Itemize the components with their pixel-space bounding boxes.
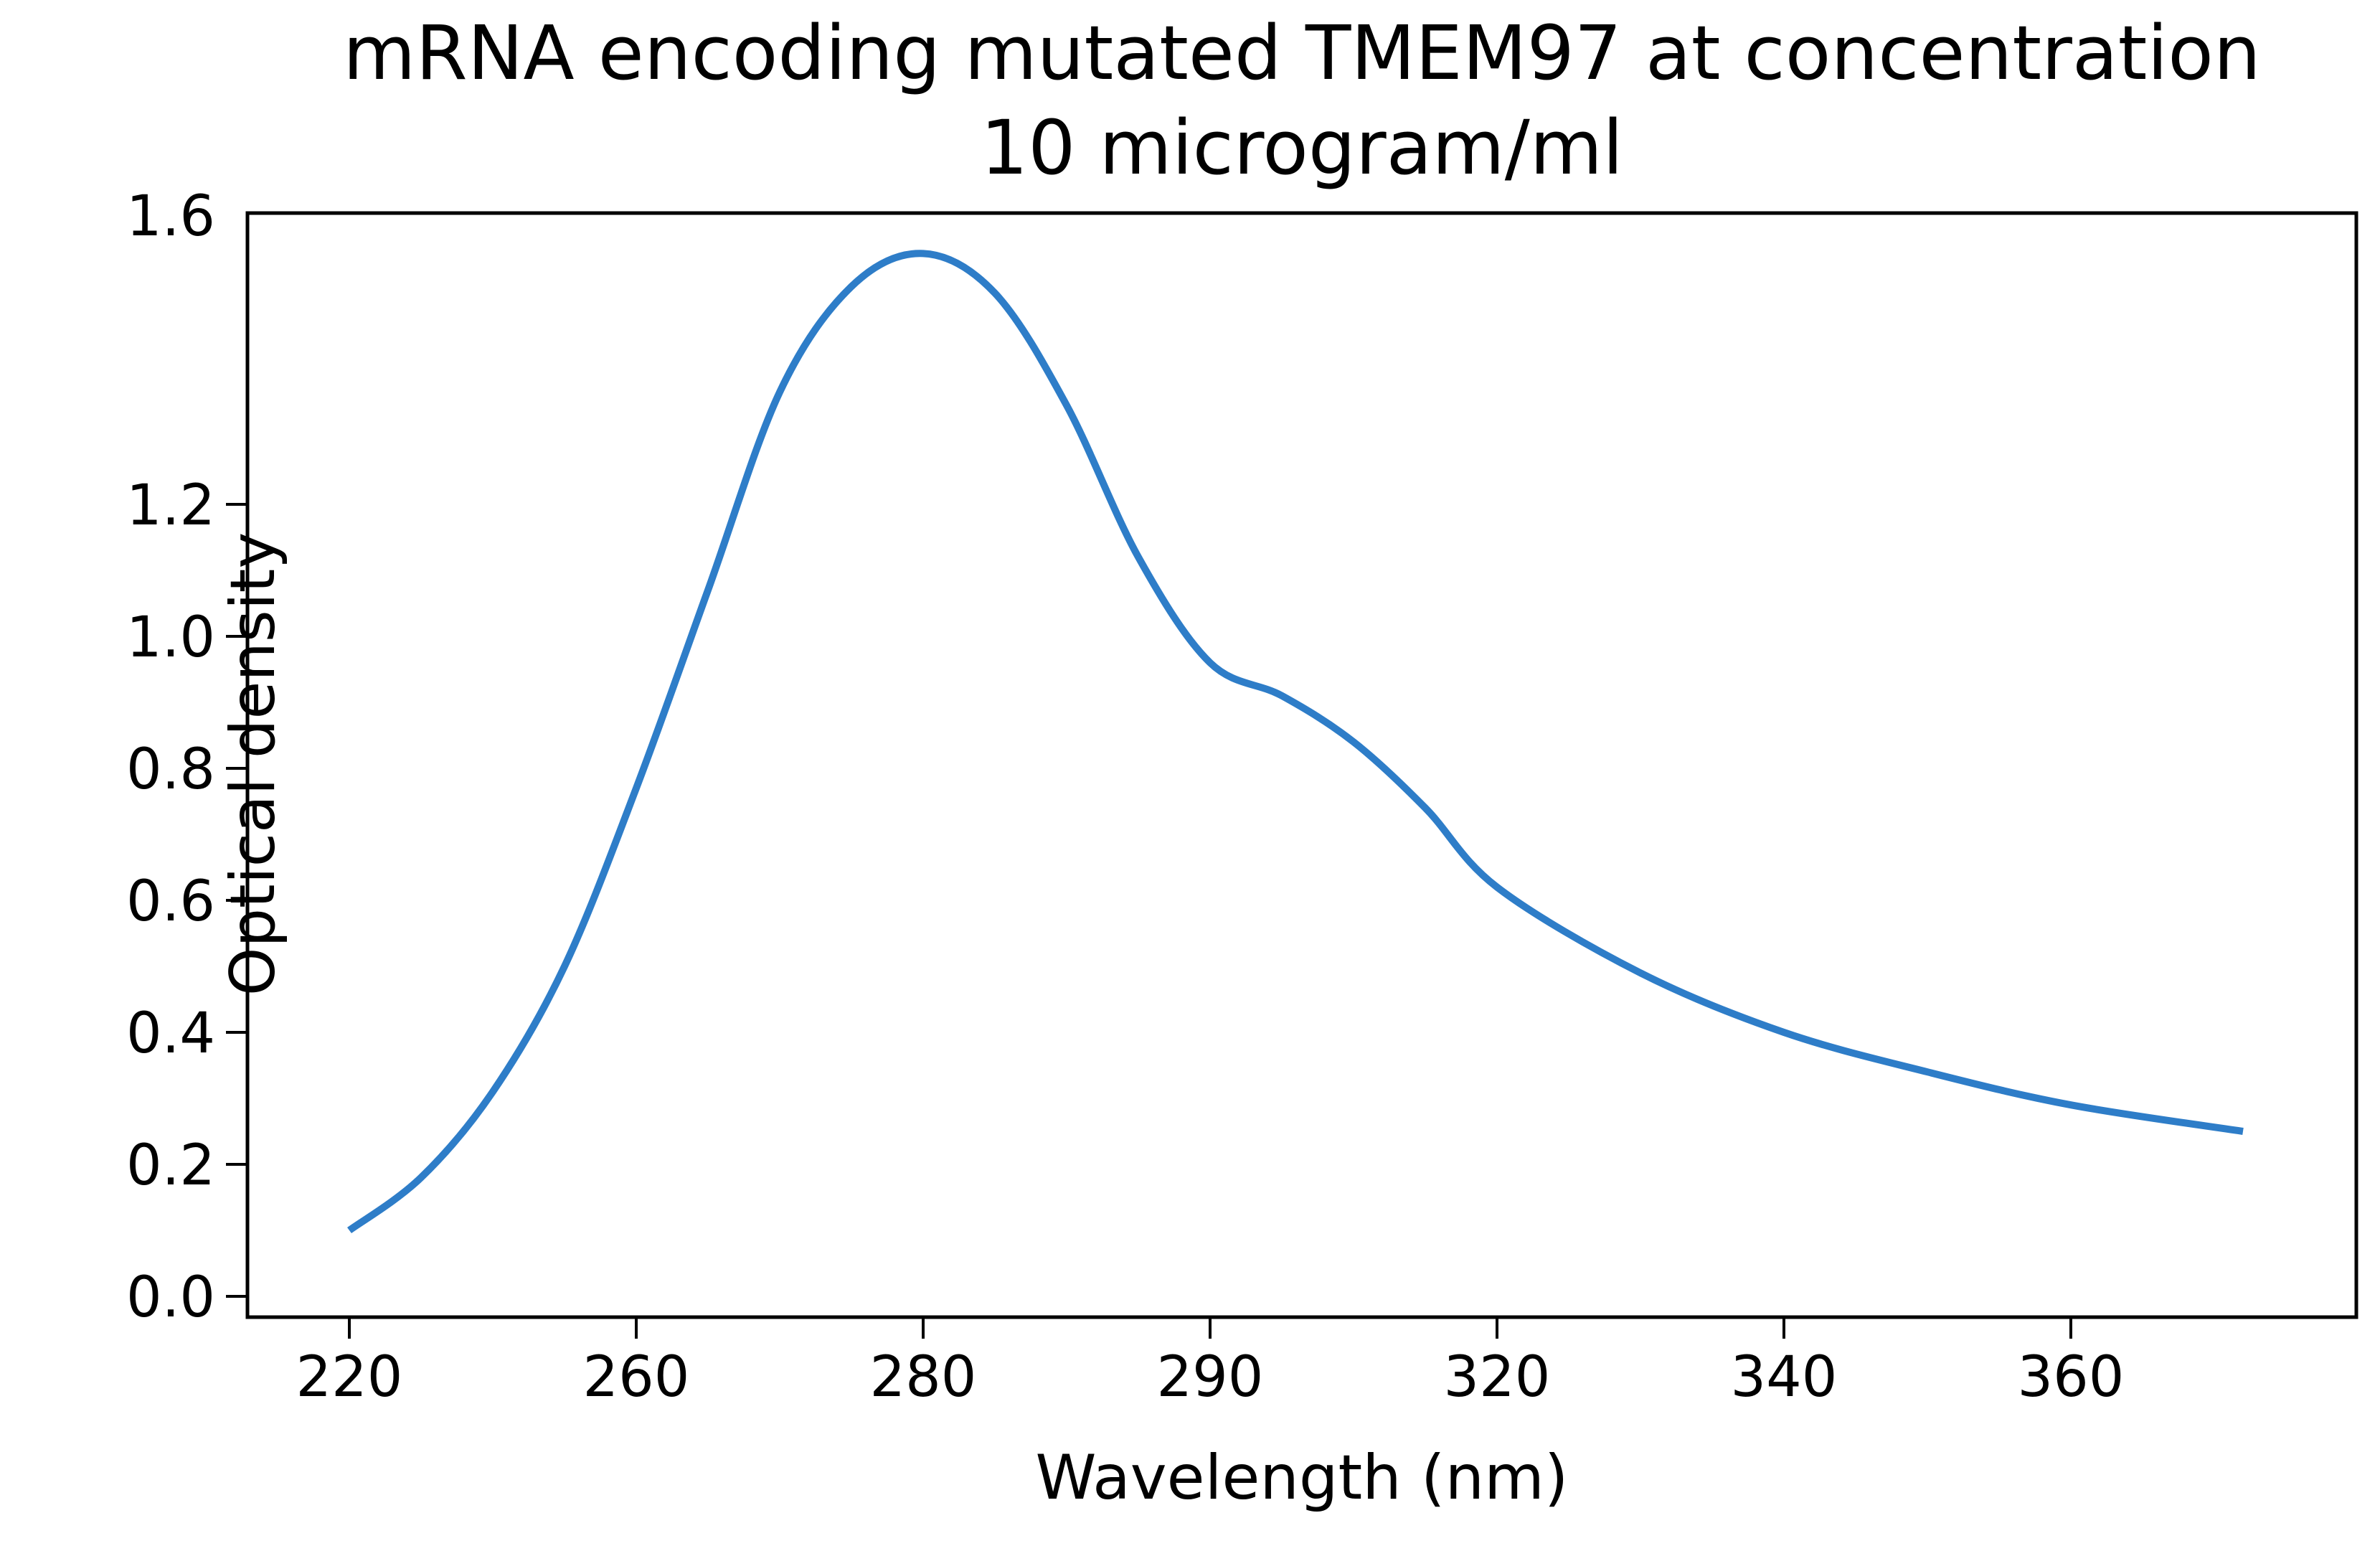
y-tick-label: 1.6 — [126, 184, 215, 249]
x-tick-label: 260 — [583, 1345, 690, 1410]
x-tick-label: 290 — [1157, 1345, 1264, 1410]
chart-title-line-2: 10 microgram/ml — [981, 104, 1623, 192]
x-tick-label: 280 — [870, 1345, 977, 1410]
y-tick-label: 1.2 — [126, 473, 215, 538]
y-tick-label: 0.8 — [126, 737, 215, 802]
y-tick-label: 0.4 — [126, 1001, 215, 1066]
y-tick-label: 0.6 — [126, 869, 215, 934]
x-axis-label: Wavelength (nm) — [1035, 1442, 1569, 1514]
y-tick-label: 1.0 — [126, 605, 215, 670]
x-tick-label: 360 — [2018, 1345, 2125, 1410]
y-tick-label: 0.2 — [126, 1133, 215, 1198]
optical-density-line — [347, 250, 2244, 1234]
x-tick-label: 320 — [1444, 1345, 1551, 1410]
x-tick-label: 220 — [296, 1345, 403, 1410]
y-axis-label: Optical density — [217, 532, 290, 996]
axes-frame — [245, 211, 2358, 1319]
chart-title: mRNA encoding mutated TMEM97 at concentr… — [247, 6, 2356, 195]
chart-title-line-1: mRNA encoding mutated TMEM97 at concentr… — [343, 9, 2261, 97]
y-tick-label: 0.0 — [126, 1265, 215, 1330]
x-tick-label: 340 — [1731, 1345, 1838, 1410]
